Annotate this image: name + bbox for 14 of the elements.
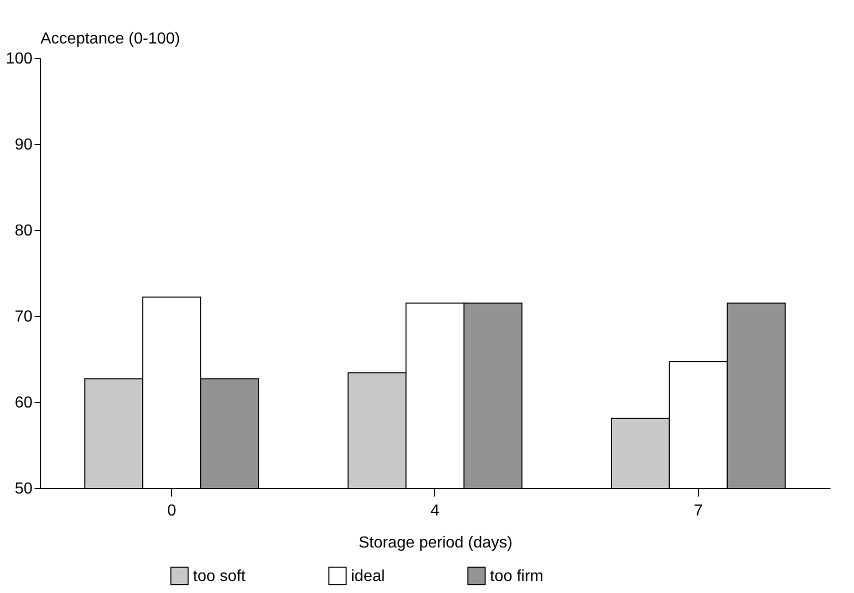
x-tick-label: 7 — [694, 502, 703, 520]
y-axis-title: Acceptance (0-100) — [40, 30, 180, 48]
y-tick-label: 70 — [14, 308, 33, 326]
y-tick-label: 50 — [14, 480, 33, 498]
x-tick-label: 0 — [167, 502, 176, 520]
y-tick-label: 60 — [14, 394, 33, 412]
legend-label: too firm — [490, 568, 544, 585]
x-tick-label: 4 — [430, 502, 440, 520]
y-tick-label: 80 — [14, 222, 33, 240]
y-tick-label: 100 — [6, 50, 33, 68]
legend-label: ideal — [351, 568, 385, 585]
y-tick-label: 90 — [14, 136, 33, 154]
legend-label: too soft — [193, 568, 246, 585]
x-axis-title: Storage period (days) — [358, 534, 512, 552]
